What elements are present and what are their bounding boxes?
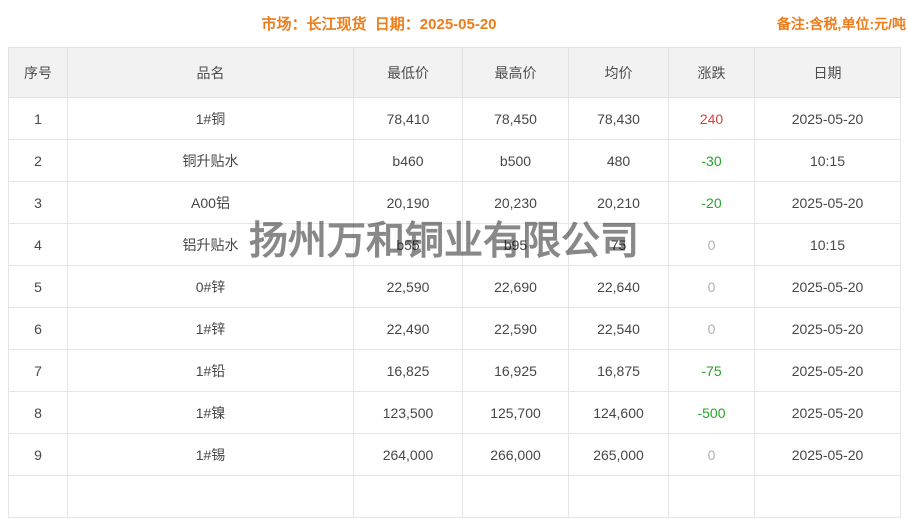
table-header-row: 序号 品名 最低价 最高价 均价 涨跌 日期 [8, 47, 901, 98]
cell-low-price: 78,410 [353, 97, 463, 140]
cell-avg-price: 22,540 [568, 307, 669, 350]
cell-empty [67, 475, 354, 518]
cell-avg-price: 265,000 [568, 433, 669, 476]
cell-product-name: 1#铜 [67, 97, 354, 140]
cell-date-value: 2025-05-20 [754, 433, 901, 476]
cell-low-price: 20,190 [353, 181, 463, 224]
cell-empty [462, 475, 569, 518]
header-col-change: 涨跌 [668, 47, 755, 98]
cell-empty [353, 475, 463, 518]
cell-low-price: 22,490 [353, 307, 463, 350]
cell-date-value: 2025-05-20 [754, 349, 901, 392]
cell-date-value: 2025-05-20 [754, 265, 901, 308]
cell-avg-price: 16,875 [568, 349, 669, 392]
cell-change-value: -75 [668, 349, 755, 392]
cell-row-index: 4 [8, 223, 68, 266]
cell-product-name: 铝升贴水 [67, 223, 354, 266]
table-body: 1 1#铜 78,410 78,450 78,430 240 2025-05-20 2 铜升贴水… [8, 97, 901, 518]
cell-date-value: 2025-05-20 [754, 391, 901, 434]
cell-low-price: 22,590 [353, 265, 463, 308]
cell-product-name: 铜升贴水 [67, 139, 354, 182]
table-row: 9 1#锡 264,000 266,000 265,000 0 2025-05-20 [8, 433, 901, 476]
cell-change-value: -500 [668, 391, 755, 434]
cell-empty [754, 475, 901, 518]
cell-row-index: 1 [8, 97, 68, 140]
header-col-index: 序号 [8, 47, 68, 98]
table-row: 8 1#镍 123,500 125,700 124,600 -500 2025-05-20 [8, 391, 901, 434]
header-col-low-price: 最低价 [353, 47, 463, 98]
table-row: 6 1#锌 22,490 22,590 22,540 0 2025-05-20 [8, 307, 901, 350]
cell-row-index: 9 [8, 433, 68, 476]
cell-date-value: 10:15 [754, 139, 901, 182]
cell-product-name: 1#锌 [67, 307, 354, 350]
top-bar: 市场：长江现货 日期：2025-05-20 备注:含税,单位:元/吨 [0, 0, 908, 47]
cell-product-name: 0#锌 [67, 265, 354, 308]
cell-row-index: 3 [8, 181, 68, 224]
cell-avg-price: 75 [568, 223, 669, 266]
cell-empty [668, 475, 755, 518]
cell-row-index: 8 [8, 391, 68, 434]
header-col-high-price: 最高价 [462, 47, 569, 98]
cell-empty [8, 475, 68, 518]
cell-high-price: 22,690 [462, 265, 569, 308]
header-col-avg-price: 均价 [568, 47, 669, 98]
table-row: 3 A00铝 20,190 20,230 20,210 -20 2025-05-20 [8, 181, 901, 224]
cell-row-index: 6 [8, 307, 68, 350]
cell-row-index: 7 [8, 349, 68, 392]
cell-product-name: 1#铅 [67, 349, 354, 392]
cell-change-value: 0 [668, 265, 755, 308]
cell-high-price: 78,450 [462, 97, 569, 140]
cell-high-price: b500 [462, 139, 569, 182]
cell-row-index: 2 [8, 139, 68, 182]
price-table: 序号 品名 最低价 最高价 均价 涨跌 日期 1 1#铜 78,410 78,450 7… [8, 47, 901, 518]
cell-date-value: 2025-05-20 [754, 181, 901, 224]
cell-empty [568, 475, 669, 518]
cell-avg-price: 20,210 [568, 181, 669, 224]
table-row: 2 铜升贴水 b460 b500 480 -30 10:15 [8, 139, 901, 182]
header-col-date: 日期 [754, 47, 901, 98]
cell-change-value: -30 [668, 139, 755, 182]
cell-avg-price: 124,600 [568, 391, 669, 434]
cell-avg-price: 22,640 [568, 265, 669, 308]
cell-low-price: b55 [353, 223, 463, 266]
table-row: 1 1#铜 78,410 78,450 78,430 240 2025-05-20 [8, 97, 901, 140]
cell-low-price: 123,500 [353, 391, 463, 434]
cell-avg-price: 480 [568, 139, 669, 182]
table-row-partial [8, 475, 901, 518]
cell-high-price: 22,590 [462, 307, 569, 350]
cell-high-price: b95 [462, 223, 569, 266]
cell-product-name: A00铝 [67, 181, 354, 224]
cell-date-value: 10:15 [754, 223, 901, 266]
table-row: 5 0#锌 22,590 22,690 22,640 0 2025-05-20 [8, 265, 901, 308]
table-row: 4 铝升贴水 b55 b95 75 0 10:15 [8, 223, 901, 266]
table-row: 7 1#铅 16,825 16,925 16,875 -75 2025-05-20 [8, 349, 901, 392]
cell-date-value: 2025-05-20 [754, 97, 901, 140]
cell-change-value: 0 [668, 223, 755, 266]
cell-row-index: 5 [8, 265, 68, 308]
cell-change-value: 0 [668, 307, 755, 350]
cell-high-price: 125,700 [462, 391, 569, 434]
page-note: 备注:含税,单位:元/吨 [776, 16, 906, 32]
header-col-product: 品名 [67, 47, 354, 98]
cell-low-price: 264,000 [353, 433, 463, 476]
cell-change-value: 240 [668, 97, 755, 140]
cell-high-price: 20,230 [462, 181, 569, 224]
cell-high-price: 16,925 [462, 349, 569, 392]
cell-low-price: b460 [353, 139, 463, 182]
cell-product-name: 1#镍 [67, 391, 354, 434]
page-title: 市场：长江现货 日期：2025-05-20 [261, 16, 497, 33]
cell-avg-price: 78,430 [568, 97, 669, 140]
cell-low-price: 16,825 [353, 349, 463, 392]
cell-product-name: 1#锡 [67, 433, 354, 476]
cell-date-value: 2025-05-20 [754, 307, 901, 350]
cell-change-value: 0 [668, 433, 755, 476]
cell-high-price: 266,000 [462, 433, 569, 476]
cell-change-value: -20 [668, 181, 755, 224]
